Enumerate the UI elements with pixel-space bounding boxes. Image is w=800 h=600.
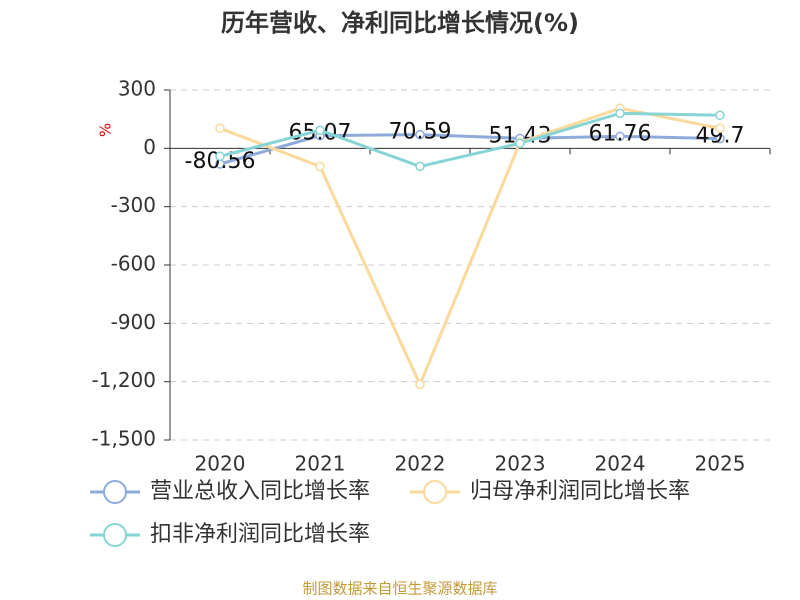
- footer: 制图数据来自恒生聚源数据库: [302, 580, 497, 598]
- point: [515, 138, 525, 149]
- y-tick-label: -1,500: [92, 427, 156, 451]
- series-line: [219, 111, 721, 168]
- point: [315, 161, 325, 172]
- y-tick-label: -300: [111, 193, 156, 217]
- point: [215, 151, 225, 162]
- series-line: [219, 133, 721, 166]
- x-tick-label: 2023: [495, 452, 546, 476]
- x-tick-label: 2024: [595, 452, 646, 476]
- x-tick-label: 2021: [295, 452, 346, 476]
- legend-marker: [103, 480, 127, 504]
- legend-label: 归母净利润同比增长率: [470, 479, 690, 504]
- series-line: [219, 106, 721, 389]
- y-axis-label: %: [97, 123, 115, 137]
- x-tick-label: 2020: [195, 452, 246, 476]
- legend-label: 营业总收入同比增长率: [150, 479, 370, 504]
- y-tick-label: 0: [143, 135, 156, 159]
- point: [715, 110, 725, 121]
- point: [715, 133, 725, 144]
- point: [415, 161, 425, 172]
- point: [715, 123, 725, 134]
- legend-marker: [423, 480, 447, 504]
- y-tick-label: -900: [111, 310, 156, 334]
- x-tick-label: 2022: [395, 452, 446, 476]
- y-tick-label: -600: [111, 252, 156, 276]
- point: [615, 108, 625, 119]
- point: [315, 125, 325, 135]
- point: [215, 123, 225, 134]
- point: [415, 379, 425, 390]
- chart-title: 历年营收、净利同比增长情况(%): [221, 9, 579, 37]
- legend-marker: [103, 523, 127, 547]
- y-tick-label: -1,200: [92, 368, 156, 392]
- data-label: 70.59: [389, 120, 452, 145]
- legend-label: 扣非净利润同比增长率: [150, 522, 370, 547]
- data-label: 61.76: [589, 121, 652, 146]
- y-tick-label: 300: [118, 77, 156, 101]
- point: [615, 131, 625, 142]
- point: [415, 129, 425, 140]
- x-tick-label: 2025: [695, 452, 746, 476]
